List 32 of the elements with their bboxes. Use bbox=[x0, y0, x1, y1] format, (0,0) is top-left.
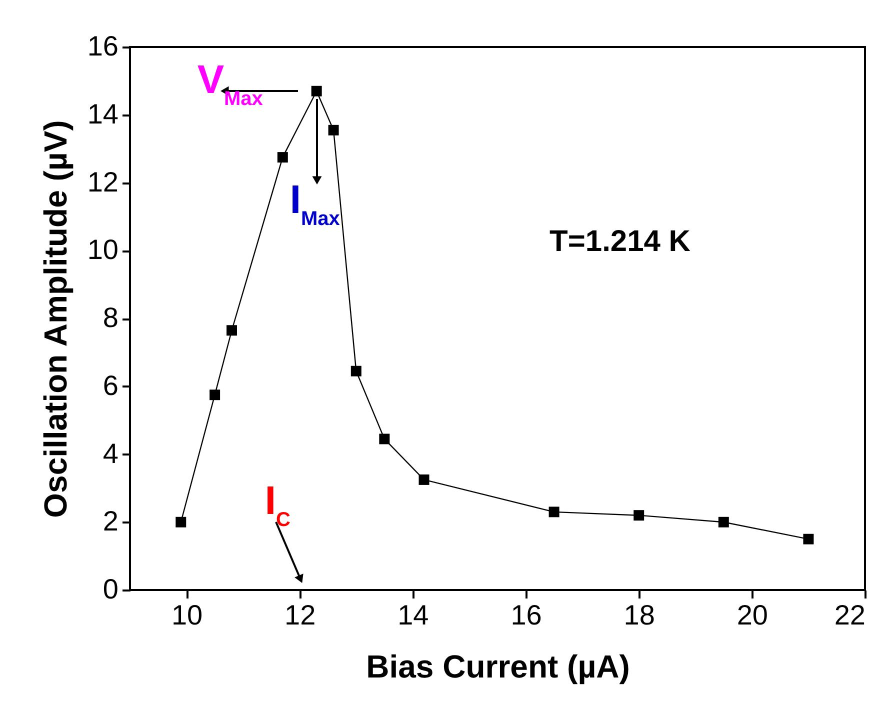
y-tick-label: 4 bbox=[102, 438, 118, 469]
y-axis-title: Oscillation Amplitude (µV) bbox=[37, 120, 74, 518]
y-tick-label: 6 bbox=[102, 370, 118, 401]
point bbox=[350, 366, 362, 376]
point bbox=[277, 152, 288, 163]
x-tick-label: 16 bbox=[510, 600, 542, 630]
point bbox=[176, 516, 186, 528]
y-tick-label: 10 bbox=[87, 234, 118, 266]
point bbox=[226, 325, 238, 336]
point bbox=[803, 534, 814, 544]
y-tick-label: 16 bbox=[87, 30, 118, 62]
y-tick-label: 0 bbox=[102, 574, 118, 604]
point bbox=[634, 510, 644, 521]
y-tick-label: 14 bbox=[87, 98, 118, 130]
y-tick-label: 12 bbox=[87, 166, 118, 198]
x-tick-label: 14 bbox=[398, 600, 429, 630]
annotation: T=1.214 K bbox=[550, 225, 691, 258]
point bbox=[379, 434, 390, 444]
point bbox=[718, 516, 729, 528]
point bbox=[548, 506, 560, 518]
x-tick-label: 20 bbox=[736, 600, 768, 630]
y-tick-label: 8 bbox=[102, 302, 118, 333]
point bbox=[210, 390, 220, 400]
x-axis-title: Bias Current (µA) bbox=[366, 648, 630, 684]
y-tick-label: 2 bbox=[102, 506, 118, 537]
point bbox=[418, 474, 430, 485]
point bbox=[311, 86, 322, 96]
x-tick-label: 10 bbox=[171, 600, 203, 630]
x-tick-label: 22 bbox=[834, 600, 866, 630]
x-tick-label: 12 bbox=[284, 600, 316, 630]
point bbox=[328, 124, 339, 136]
x-tick-label: 18 bbox=[624, 600, 655, 630]
